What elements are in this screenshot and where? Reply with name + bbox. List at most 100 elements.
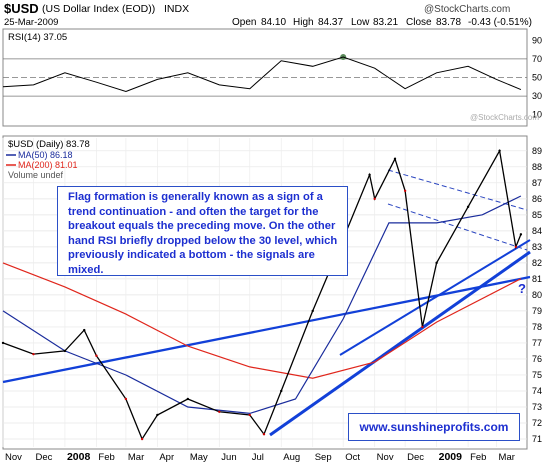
price-point xyxy=(1,341,5,345)
price-point xyxy=(435,261,438,265)
long-support-line xyxy=(2,275,531,384)
month-tick-label: May xyxy=(190,452,208,463)
close-label: Close xyxy=(406,17,432,28)
price-point xyxy=(498,149,501,153)
price-tick-label: 74 xyxy=(532,386,542,396)
month-tick-label: Feb xyxy=(98,452,114,463)
rsi-grid xyxy=(3,58,527,97)
month-tick-label: Jun xyxy=(221,452,236,463)
high-value: 84.37 xyxy=(318,17,343,28)
month-ticks: Nov Dec 2008 Feb Mar Apr May Jun Jul Aug Sep Oct Nov… xyxy=(5,451,515,463)
rsi-line xyxy=(2,56,522,93)
price-point xyxy=(514,245,518,249)
copyright: @StockCharts.com xyxy=(424,4,510,15)
month-tick-label: Mar xyxy=(128,452,144,463)
price-point xyxy=(403,189,407,193)
price-tick-label: 77 xyxy=(532,338,542,348)
price-point xyxy=(95,354,98,357)
rsi-tick-label: 70 xyxy=(532,54,542,64)
price-tick-label: 71 xyxy=(532,434,542,444)
price-point xyxy=(311,309,314,313)
rsi-tick-label: 50 xyxy=(532,73,542,83)
low-value: 83.21 xyxy=(373,17,398,28)
price-tick-label: 73 xyxy=(532,402,542,412)
low-label: Low xyxy=(351,17,370,28)
price-tick-label: 78 xyxy=(532,322,542,332)
high-label: High xyxy=(293,17,314,28)
price-tick-label: 80 xyxy=(532,290,542,300)
price-point xyxy=(63,349,67,353)
price-point xyxy=(124,397,128,401)
rsi-watermark: @StockCharts.com xyxy=(470,113,539,122)
legend-price: $USD (Daily) 83.78 xyxy=(8,139,90,150)
index-name: (US Dollar Index (EOD)) xyxy=(42,3,155,15)
month-tick-label: 2008 xyxy=(67,451,91,463)
price-tick-label: 72 xyxy=(532,418,542,428)
price-point xyxy=(368,173,371,177)
rsi-tick-label: 90 xyxy=(532,35,542,45)
price-points xyxy=(1,149,523,441)
month-tick-label: Oct xyxy=(345,452,360,463)
price-tick-label: 82 xyxy=(532,258,542,268)
price-tick-label: 83 xyxy=(532,242,542,252)
price-point xyxy=(280,389,283,393)
price-point xyxy=(218,410,221,413)
price-point xyxy=(466,205,470,209)
lower-trend-line xyxy=(269,250,531,437)
price-tick-label: 88 xyxy=(532,162,542,172)
price-tick-label: 84 xyxy=(532,226,542,236)
price-point xyxy=(519,233,523,236)
price-point xyxy=(393,157,397,161)
rsi-tick-label: 30 xyxy=(532,91,542,101)
month-tick-label: Dec xyxy=(407,452,424,463)
month-tick-label: Nov xyxy=(377,452,394,463)
flag-upper-line xyxy=(387,169,528,211)
price-point xyxy=(83,328,86,332)
legend-ma200: MA(200) 81.01 xyxy=(18,160,78,170)
price-point xyxy=(248,413,251,417)
price-tick-label: 75 xyxy=(532,370,542,380)
ma200-line xyxy=(2,262,522,379)
open-value: 84.10 xyxy=(261,17,286,28)
price-tick-label: 81 xyxy=(532,274,542,284)
price-point xyxy=(421,325,424,329)
month-tick-label: Apr xyxy=(159,452,174,463)
website-label[interactable]: www.sunshineprofits.com xyxy=(348,413,520,441)
price-point xyxy=(32,352,35,356)
price-point xyxy=(373,197,376,201)
legend-volume: Volume undef xyxy=(8,170,64,180)
legend-ma50: MA(50) 86.18 xyxy=(18,150,73,160)
price-tick-label: 79 xyxy=(532,306,542,316)
chart-date: 25-Mar-2009 xyxy=(4,17,58,28)
channel-support-line xyxy=(339,239,531,356)
month-tick-label: Aug xyxy=(283,452,300,463)
month-tick-label: Dec xyxy=(35,452,52,463)
price-point xyxy=(140,437,144,441)
price-point xyxy=(156,413,159,417)
price-tick-label: 76 xyxy=(532,354,542,364)
change-value: -0.43 (-0.51%) xyxy=(468,17,532,28)
month-tick-label: Mar xyxy=(499,452,515,463)
exchange: INDX xyxy=(164,3,189,15)
price-point xyxy=(186,397,190,401)
flag-formation-annotation: Flag formation is generally known as a s… xyxy=(57,186,348,276)
month-tick-label: Sep xyxy=(315,452,332,463)
rsi-tick-label: 10 xyxy=(532,110,542,120)
month-tick-label: 2009 xyxy=(439,451,463,463)
rsi-ticks: 90 70 50 30 10 xyxy=(532,35,542,119)
month-tick-label: Feb xyxy=(470,452,486,463)
price-tick-label: 87 xyxy=(532,178,542,188)
month-tick-label: Jul xyxy=(252,452,264,463)
symbol: $USD xyxy=(4,1,39,16)
close-value: 83.78 xyxy=(436,17,461,28)
price-tick-label: 85 xyxy=(532,210,542,220)
price-point xyxy=(262,432,266,436)
ma50-line xyxy=(2,195,522,415)
month-tick-label: Nov xyxy=(5,452,22,463)
rsi-title: RSI(14) 37.05 xyxy=(8,32,67,43)
question-mark: ? xyxy=(518,281,526,296)
price-tick-label: 86 xyxy=(532,194,542,204)
open-label: Open xyxy=(232,17,256,28)
price-tick-label: 89 xyxy=(532,146,542,156)
price-ticks: 89 88 87 86 85 84 83 82 81 80 79 78 77 76 75 74 73 72 71 xyxy=(532,146,542,444)
